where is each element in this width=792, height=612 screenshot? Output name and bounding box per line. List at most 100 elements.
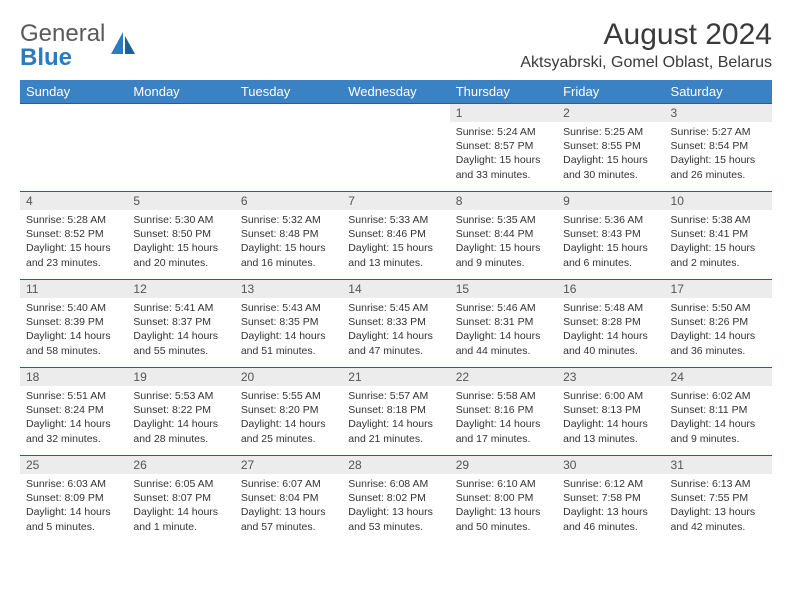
day-details: Sunrise: 6:00 AMSunset: 8:13 PMDaylight:…: [557, 386, 664, 449]
sunrise-line: Sunrise: 5:46 AM: [456, 301, 551, 315]
sunset-line: Sunset: 8:11 PM: [671, 403, 766, 417]
daylight-line: Daylight: 13 hours and 50 minutes.: [456, 505, 551, 533]
day-number: 28: [342, 456, 449, 474]
week-row: ....1Sunrise: 5:24 AMSunset: 8:57 PMDayl…: [20, 104, 772, 192]
sunset-line: Sunset: 8:31 PM: [456, 315, 551, 329]
sunset-line: Sunset: 8:18 PM: [348, 403, 443, 417]
day-number: 9: [557, 192, 664, 210]
daylight-line: Daylight: 15 hours and 6 minutes.: [563, 241, 658, 269]
day-details: Sunrise: 6:03 AMSunset: 8:09 PMDaylight:…: [20, 474, 127, 537]
sunset-line: Sunset: 8:13 PM: [563, 403, 658, 417]
sunset-line: Sunset: 8:33 PM: [348, 315, 443, 329]
day-cell: 8Sunrise: 5:35 AMSunset: 8:44 PMDaylight…: [450, 192, 557, 280]
day-details: Sunrise: 5:41 AMSunset: 8:37 PMDaylight:…: [127, 298, 234, 361]
daylight-line: Daylight: 13 hours and 42 minutes.: [671, 505, 766, 533]
day-cell: 6Sunrise: 5:32 AMSunset: 8:48 PMDaylight…: [235, 192, 342, 280]
sunrise-line: Sunrise: 6:00 AM: [563, 389, 658, 403]
day-details: Sunrise: 5:25 AMSunset: 8:55 PMDaylight:…: [557, 122, 664, 185]
week-row: 25Sunrise: 6:03 AMSunset: 8:09 PMDayligh…: [20, 456, 772, 544]
day-details: Sunrise: 5:36 AMSunset: 8:43 PMDaylight:…: [557, 210, 664, 273]
day-cell: 5Sunrise: 5:30 AMSunset: 8:50 PMDaylight…: [127, 192, 234, 280]
week-row: 11Sunrise: 5:40 AMSunset: 8:39 PMDayligh…: [20, 280, 772, 368]
sunset-line: Sunset: 8:46 PM: [348, 227, 443, 241]
sunrise-line: Sunrise: 5:28 AM: [26, 213, 121, 227]
sunrise-line: Sunrise: 5:25 AM: [563, 125, 658, 139]
day-number: 20: [235, 368, 342, 386]
day-details: Sunrise: 5:33 AMSunset: 8:46 PMDaylight:…: [342, 210, 449, 273]
day-number: 15: [450, 280, 557, 298]
day-details: Sunrise: 5:46 AMSunset: 8:31 PMDaylight:…: [450, 298, 557, 361]
logo-word-1: General: [20, 20, 105, 47]
day-number: 11: [20, 280, 127, 298]
daylight-line: Daylight: 14 hours and 25 minutes.: [241, 417, 336, 445]
sunrise-line: Sunrise: 5:33 AM: [348, 213, 443, 227]
daylight-line: Daylight: 15 hours and 23 minutes.: [26, 241, 121, 269]
sunrise-line: Sunrise: 5:53 AM: [133, 389, 228, 403]
sunset-line: Sunset: 8:26 PM: [671, 315, 766, 329]
day-details: Sunrise: 5:38 AMSunset: 8:41 PMDaylight:…: [665, 210, 772, 273]
sunrise-line: Sunrise: 5:57 AM: [348, 389, 443, 403]
sunset-line: Sunset: 8:57 PM: [456, 139, 551, 153]
day-cell: 23Sunrise: 6:00 AMSunset: 8:13 PMDayligh…: [557, 368, 664, 456]
logo-word-2: Blue: [20, 44, 72, 71]
day-cell: 19Sunrise: 5:53 AMSunset: 8:22 PMDayligh…: [127, 368, 234, 456]
day-cell: 20Sunrise: 5:55 AMSunset: 8:20 PMDayligh…: [235, 368, 342, 456]
sunrise-line: Sunrise: 5:40 AM: [26, 301, 121, 315]
day-cell: 21Sunrise: 5:57 AMSunset: 8:18 PMDayligh…: [342, 368, 449, 456]
sunrise-line: Sunrise: 5:35 AM: [456, 213, 551, 227]
logo-text-block: General Blue: [20, 22, 105, 70]
day-details: Sunrise: 6:13 AMSunset: 7:55 PMDaylight:…: [665, 474, 772, 537]
day-cell: 27Sunrise: 6:07 AMSunset: 8:04 PMDayligh…: [235, 456, 342, 544]
sunset-line: Sunset: 8:52 PM: [26, 227, 121, 241]
daylight-line: Daylight: 14 hours and 1 minute.: [133, 505, 228, 533]
daylight-line: Daylight: 15 hours and 33 minutes.: [456, 153, 551, 181]
sunset-line: Sunset: 8:04 PM: [241, 491, 336, 505]
daylight-line: Daylight: 14 hours and 44 minutes.: [456, 329, 551, 357]
day-cell: 13Sunrise: 5:43 AMSunset: 8:35 PMDayligh…: [235, 280, 342, 368]
day-cell: .: [20, 104, 127, 192]
day-number: 24: [665, 368, 772, 386]
day-number: 30: [557, 456, 664, 474]
sunset-line: Sunset: 8:50 PM: [133, 227, 228, 241]
daylight-line: Daylight: 14 hours and 5 minutes.: [26, 505, 121, 533]
sunrise-line: Sunrise: 6:13 AM: [671, 477, 766, 491]
day-details: Sunrise: 5:48 AMSunset: 8:28 PMDaylight:…: [557, 298, 664, 361]
sunset-line: Sunset: 8:54 PM: [671, 139, 766, 153]
day-number: 21: [342, 368, 449, 386]
day-header-tue: Tuesday: [235, 80, 342, 104]
day-number: 1: [450, 104, 557, 122]
daylight-line: Daylight: 15 hours and 20 minutes.: [133, 241, 228, 269]
page-header: General Blue August 2024 Aktsyabrski, Go…: [20, 18, 772, 72]
sunrise-line: Sunrise: 5:51 AM: [26, 389, 121, 403]
day-number: 7: [342, 192, 449, 210]
day-cell: 9Sunrise: 5:36 AMSunset: 8:43 PMDaylight…: [557, 192, 664, 280]
day-details: Sunrise: 5:40 AMSunset: 8:39 PMDaylight:…: [20, 298, 127, 361]
sunrise-line: Sunrise: 5:43 AM: [241, 301, 336, 315]
day-number: 10: [665, 192, 772, 210]
day-number: 26: [127, 456, 234, 474]
sunset-line: Sunset: 8:39 PM: [26, 315, 121, 329]
day-cell: 7Sunrise: 5:33 AMSunset: 8:46 PMDaylight…: [342, 192, 449, 280]
day-header-sun: Sunday: [20, 80, 127, 104]
day-header-sat: Saturday: [665, 80, 772, 104]
day-number: 3: [665, 104, 772, 122]
day-cell: 29Sunrise: 6:10 AMSunset: 8:00 PMDayligh…: [450, 456, 557, 544]
day-header-fri: Friday: [557, 80, 664, 104]
daylight-line: Daylight: 15 hours and 2 minutes.: [671, 241, 766, 269]
daylight-line: Daylight: 15 hours and 30 minutes.: [563, 153, 658, 181]
daylight-line: Daylight: 14 hours and 58 minutes.: [26, 329, 121, 357]
day-cell: 3Sunrise: 5:27 AMSunset: 8:54 PMDaylight…: [665, 104, 772, 192]
week-row: 18Sunrise: 5:51 AMSunset: 8:24 PMDayligh…: [20, 368, 772, 456]
sunrise-line: Sunrise: 6:02 AM: [671, 389, 766, 403]
sunrise-line: Sunrise: 5:38 AM: [671, 213, 766, 227]
day-number: 14: [342, 280, 449, 298]
day-cell: 15Sunrise: 5:46 AMSunset: 8:31 PMDayligh…: [450, 280, 557, 368]
day-cell: 26Sunrise: 6:05 AMSunset: 8:07 PMDayligh…: [127, 456, 234, 544]
day-cell: 2Sunrise: 5:25 AMSunset: 8:55 PMDaylight…: [557, 104, 664, 192]
day-number: 17: [665, 280, 772, 298]
day-details: Sunrise: 5:28 AMSunset: 8:52 PMDaylight:…: [20, 210, 127, 273]
day-cell: 16Sunrise: 5:48 AMSunset: 8:28 PMDayligh…: [557, 280, 664, 368]
sunrise-line: Sunrise: 5:27 AM: [671, 125, 766, 139]
sunset-line: Sunset: 8:00 PM: [456, 491, 551, 505]
sunrise-line: Sunrise: 6:05 AM: [133, 477, 228, 491]
